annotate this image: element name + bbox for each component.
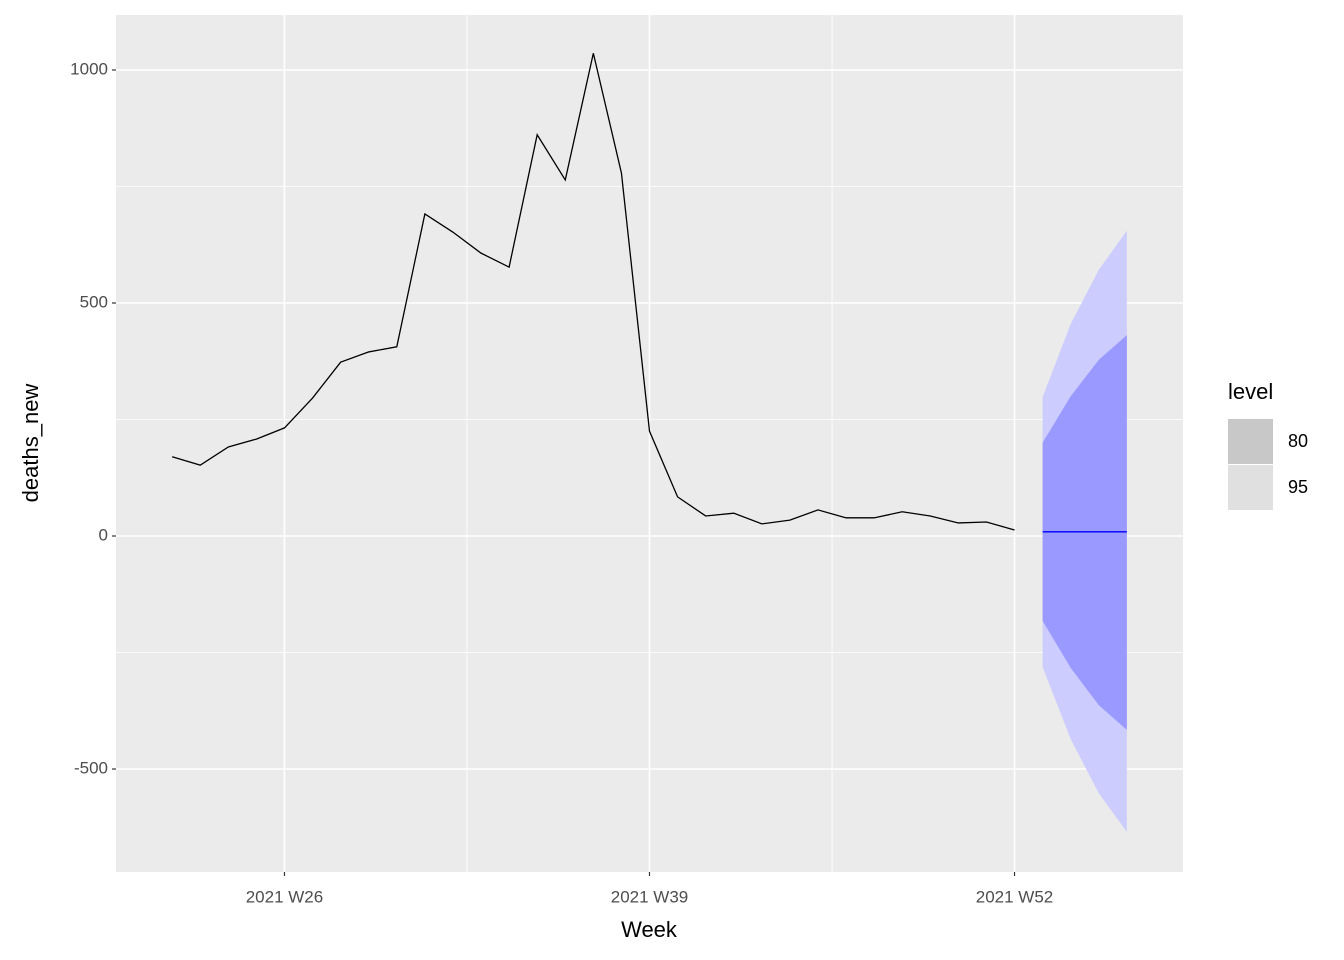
y-tick-label: 500 xyxy=(80,292,108,311)
marks xyxy=(171,53,1127,832)
grid xyxy=(116,15,1183,872)
x-axis-title: Week xyxy=(621,917,678,942)
x-tick-label: 2021 W39 xyxy=(611,887,689,906)
legend-key xyxy=(1228,419,1273,464)
x-tick-label: 2021 W52 xyxy=(976,887,1054,906)
legend-label: 95 xyxy=(1288,477,1308,497)
interval-band xyxy=(1042,335,1127,730)
legend-key xyxy=(1228,465,1273,510)
x-tick-label: 2021 W26 xyxy=(246,887,324,906)
legend-label: 80 xyxy=(1288,431,1308,451)
legend-title: level xyxy=(1228,379,1273,404)
y-axis-title: deaths_new xyxy=(18,384,43,503)
history-line xyxy=(171,53,1015,531)
y-tick-label: 1000 xyxy=(70,59,108,78)
y-tick-label: 0 xyxy=(99,525,108,544)
y-tick-label: -500 xyxy=(74,758,108,777)
